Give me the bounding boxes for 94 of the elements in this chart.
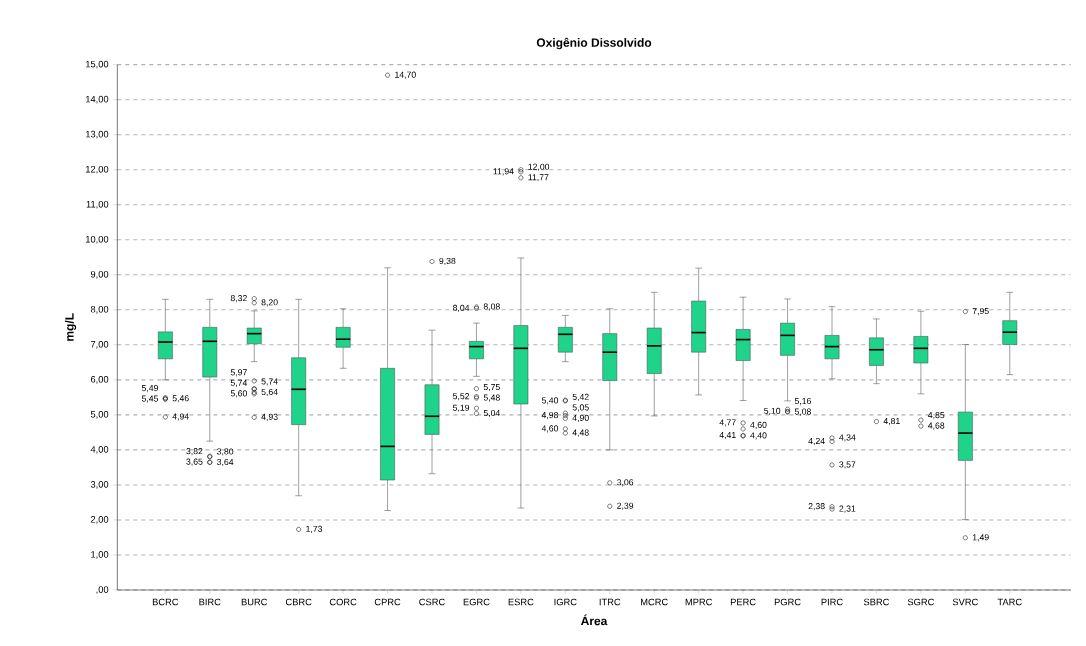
y-tick-label: ,00 [96, 586, 109, 594]
annotation: 5,74 [261, 378, 278, 386]
annotation: 5,97 [230, 369, 247, 377]
x-tick-label: BURC [241, 598, 268, 606]
annotation: 7,95 [972, 307, 989, 316]
annotation: 4,60 [750, 421, 767, 429]
x-tick-label: PGRC [774, 598, 801, 606]
x-tick-label: CBRC [285, 598, 312, 606]
y-tick-label: 10,00 [85, 235, 109, 244]
x-tick-label: CORC [329, 598, 357, 606]
y-tick-label: 5,00 [90, 411, 109, 419]
y-tick-label: 7,00 [90, 340, 109, 349]
y-tick-label: 14,00 [85, 95, 109, 104]
annotation: 1,49 [972, 534, 989, 542]
y-axis-title: mg/L [64, 313, 77, 341]
x-tick-label: ITRC [599, 598, 621, 606]
annotation: 3,64 [217, 458, 234, 467]
annotation: 8,04 [453, 304, 470, 312]
annotation: 3,65 [186, 458, 203, 466]
annotation: 4,85 [928, 412, 945, 420]
x-tick-label: MCRC [641, 598, 668, 606]
annotation: 14,70 [395, 71, 416, 79]
y-tick-label: 4,00 [90, 446, 109, 454]
annotation: 5,75 [483, 384, 500, 392]
annotation: 11,94 [493, 168, 514, 176]
annotation: 4,60 [541, 425, 559, 433]
annotation: 5,19 [453, 404, 470, 412]
annotation: 5,04 [483, 409, 500, 418]
annotation: 5,40 [541, 397, 559, 405]
annotation: 5,42 [572, 393, 589, 401]
annotation: 4,40 [750, 432, 767, 440]
annotation: 4,77 [719, 419, 736, 427]
x-tick-label: MPRC [685, 598, 713, 606]
y-tick-label: 1,00 [91, 551, 109, 559]
annotation: 4,93 [261, 413, 278, 421]
x-tick-label: CSRC [419, 598, 445, 606]
x-tick-label: TARC [997, 598, 1022, 606]
x-tick-label: SBRC [863, 598, 890, 606]
y-tick-label: 3,00 [90, 481, 109, 489]
annotation: 4,24 [808, 437, 825, 446]
y-tick-label: 9,00 [90, 270, 109, 279]
annotation: 4,34 [839, 434, 856, 442]
annotation: 5,08 [794, 408, 811, 416]
y-tick-label: 12,00 [85, 165, 109, 174]
annotation: 5,74 [230, 379, 248, 387]
annotation: 5,52 [453, 393, 470, 401]
x-tick-label: BCRC [152, 598, 179, 606]
annotation: 4,81 [883, 417, 900, 426]
annotation: 9,38 [439, 257, 456, 266]
y-tick-label: 15,00 [85, 60, 109, 69]
annotation: 4,98 [541, 412, 559, 420]
annotation: 5,16 [794, 398, 811, 406]
annotation: 5,48 [483, 394, 500, 402]
x-tick-label: IGRC [554, 598, 577, 606]
x-tick-label: ESRC [508, 598, 534, 606]
annotation: 5,10 [764, 407, 781, 415]
x-axis-title: Área [580, 614, 608, 626]
annotation: 5,46 [172, 395, 189, 403]
chart-title: Oxigênio Dissolvido [536, 37, 652, 50]
annotation: 1,73 [306, 525, 323, 533]
x-tick-label: PIRC [821, 598, 843, 606]
annotation: 5,49 [141, 385, 158, 393]
y-tick-label: 8,00 [90, 305, 109, 314]
annotation: 4,90 [572, 414, 589, 422]
x-tick-label: PERC [730, 598, 756, 606]
annotation: 3,57 [839, 461, 856, 469]
annotation: 4,68 [928, 422, 945, 430]
annotation: 5,05 [572, 404, 589, 412]
annotation: 3,82 [186, 448, 203, 456]
annotation: 4,94 [172, 413, 189, 421]
annotation: 5,60 [230, 390, 247, 398]
annotation: 8,20 [261, 299, 278, 307]
annotation: 11,77 [528, 174, 549, 182]
x-tick-label: SGRC [907, 598, 935, 606]
annotation: 5,64 [261, 388, 278, 397]
annotation: 12,00 [528, 163, 550, 171]
annotation: 4,48 [572, 429, 589, 437]
annotation: 5,45 [141, 395, 159, 403]
x-tick-label: SVRC [952, 598, 978, 606]
y-tick-label: 13,00 [85, 130, 109, 139]
x-tick-label: CPRC [374, 598, 401, 606]
annotation: 8,08 [483, 303, 500, 311]
x-tick-label: BIRC [199, 598, 221, 606]
annotation: 8,32 [230, 295, 247, 303]
annotation: 2,38 [808, 503, 825, 511]
y-tick-label: 6,00 [90, 376, 109, 384]
annotation: 2,39 [617, 502, 634, 510]
x-tick-label: EGRC [463, 598, 490, 606]
annotation: 3,06 [617, 479, 634, 487]
annotation: 2,31 [839, 505, 856, 513]
y-tick-label: 11,00 [86, 200, 109, 209]
annotation: 3,80 [217, 448, 234, 456]
y-tick-label: 2,00 [90, 516, 109, 524]
annotation: 4,41 [719, 432, 736, 440]
